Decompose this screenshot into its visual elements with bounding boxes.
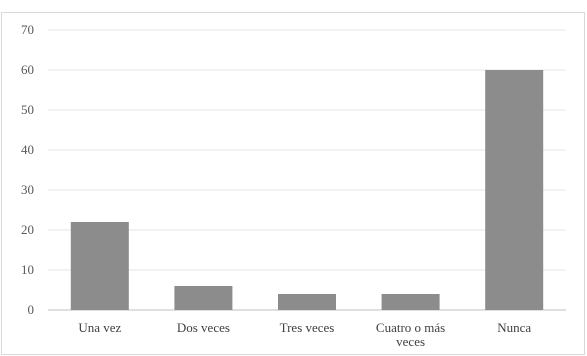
x-tick-label: Cuatro o más veces <box>376 320 445 349</box>
bar <box>174 286 233 310</box>
bar <box>485 70 544 310</box>
bar <box>381 294 440 310</box>
x-tick-label: Nunca <box>497 320 531 335</box>
y-tick-label: 10 <box>21 262 34 277</box>
bar <box>70 222 129 310</box>
x-tick-label: Dos veces <box>177 320 230 335</box>
y-tick-label: 40 <box>21 142 34 157</box>
y-tick-label: 30 <box>21 182 34 197</box>
bar <box>278 294 336 310</box>
y-tick-label: 0 <box>28 302 35 317</box>
y-tick-label: 50 <box>21 102 34 117</box>
y-tick-label: 70 <box>21 22 34 37</box>
y-tick-label: 20 <box>21 222 34 237</box>
y-tick-label: 60 <box>21 62 34 77</box>
x-tick-label: Tres veces <box>280 320 335 335</box>
x-tick-label: Una vez <box>78 320 121 335</box>
